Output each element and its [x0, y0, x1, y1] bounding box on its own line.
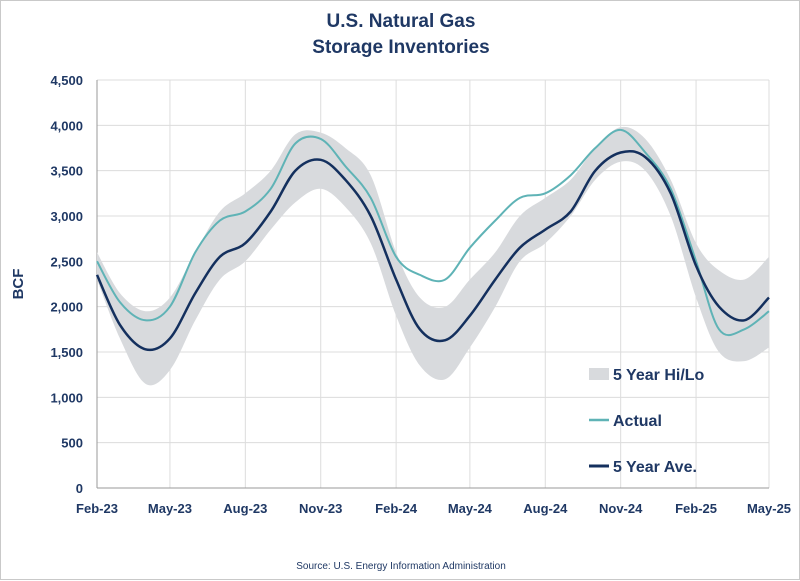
chart-title-line-1: U.S. Natural Gas	[326, 11, 476, 32]
x-tick-label: May-23	[148, 501, 192, 516]
source-note: Source: U.S. Energy Information Administ…	[296, 561, 506, 572]
x-tick-label: Feb-25	[675, 501, 717, 516]
x-tick-label: Aug-24	[523, 501, 568, 516]
legend-swatch-band	[589, 368, 609, 380]
y-tick-label: 3,000	[50, 209, 83, 224]
x-tick-label: Aug-23	[223, 501, 267, 516]
x-tick-label: May-25	[747, 501, 791, 516]
y-tick-label: 500	[61, 436, 83, 451]
series-line-5yr-average	[95, 149, 770, 352]
legend-label-average: 5 Year Ave.	[613, 459, 697, 476]
x-tick-label: May-24	[448, 501, 493, 516]
x-tick-label: Nov-23	[299, 501, 342, 516]
x-tick-label: Feb-24	[375, 501, 418, 516]
y-tick-label: 0	[76, 481, 83, 496]
legend-label-actual: Actual	[613, 413, 662, 430]
y-axis-label: BCF	[10, 269, 27, 300]
x-tick-label: Nov-24	[599, 501, 643, 516]
series-band-5yr-hi-lo	[97, 126, 769, 386]
y-tick-label: 2,500	[50, 254, 83, 269]
x-tick-label: Feb-23	[76, 501, 118, 516]
y-tick-label: 3,500	[50, 164, 83, 179]
y-tick-label: 2,000	[50, 300, 83, 315]
chart-title: U.S. Natural Gas Storage Inventories	[1, 9, 800, 61]
y-tick-label: 4,500	[50, 73, 83, 88]
legend-label-band: 5 Year Hi/Lo	[613, 367, 705, 384]
series-line-actual	[96, 128, 770, 337]
y-tick-label: 1,500	[50, 345, 83, 360]
chart-title-line-2: Storage Inventories	[312, 37, 490, 58]
y-tick-label: 4,000	[50, 118, 83, 133]
y-tick-label: 1,000	[50, 390, 83, 405]
